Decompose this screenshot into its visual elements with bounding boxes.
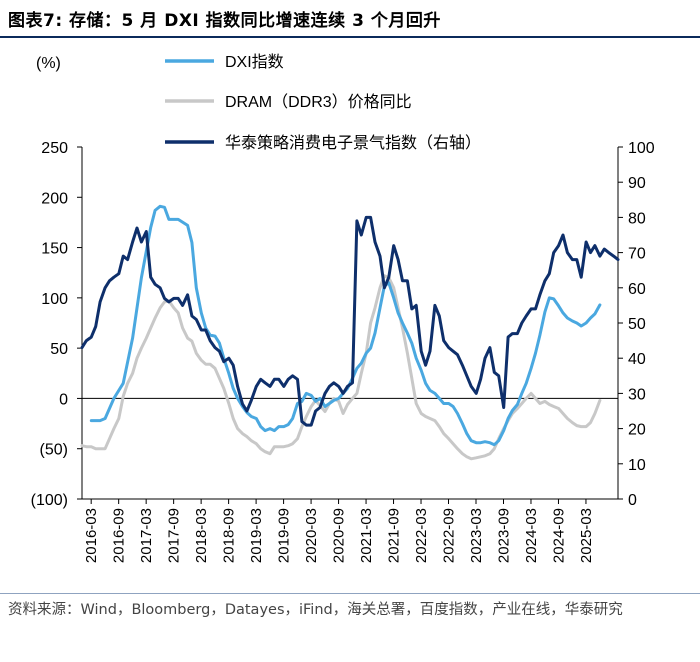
left-tick-label: 0	[59, 391, 68, 408]
x-tick-label: 2022-03	[413, 508, 430, 563]
left-tick-label: 200	[41, 190, 68, 207]
left-tick-label: 150	[41, 241, 68, 258]
right-tick-label: 60	[628, 281, 646, 298]
x-tick-label: 2024-03	[523, 508, 540, 563]
right-tick-label: 90	[628, 175, 646, 192]
series-layer	[80, 204, 620, 461]
x-tick-label: 2016-09	[111, 508, 128, 563]
left-tick-label: (50)	[40, 442, 68, 459]
left-axis-unit: (%)	[36, 55, 61, 72]
legend-label-2: 华泰策略消费电子景气指数（右轴）	[225, 134, 481, 152]
right-tick-label: 30	[628, 386, 646, 403]
title-divider	[0, 36, 700, 38]
right-tick-label: 80	[628, 210, 646, 227]
right-tick-label: 0	[628, 492, 637, 509]
x-tick-label: 2020-03	[303, 508, 320, 563]
x-tick-label: 2022-09	[441, 508, 458, 563]
right-tick-label: 70	[628, 246, 646, 263]
right-tick-label: 40	[628, 351, 646, 368]
left-tick-label: 250	[41, 140, 68, 157]
legend-label-1: DRAM（DDR3）价格同比	[225, 93, 412, 111]
right-tick-label: 50	[628, 316, 646, 333]
legend-label-0: DXI指数	[225, 53, 284, 71]
series-line-2	[80, 215, 620, 427]
series-line-1	[80, 274, 602, 461]
x-tick-label: 2023-09	[495, 508, 512, 563]
x-tick-label: 2016-03	[83, 508, 100, 563]
right-tick-label: 10	[628, 457, 646, 474]
x-tick-label: 2018-09	[221, 508, 238, 563]
source-note: 资料来源：Wind，Bloomberg，Datayes，iFind，海关总署，百…	[8, 602, 623, 618]
x-tick-label: 2020-09	[331, 508, 348, 563]
footer-divider	[0, 593, 700, 594]
x-tick-label: 2024-09	[550, 508, 567, 563]
x-tick-label: 2017-09	[166, 508, 183, 563]
right-tick-label: 100	[628, 140, 655, 157]
right-tick-label: 20	[628, 422, 646, 439]
x-tick-label: 2019-03	[248, 508, 265, 563]
x-tick-label: 2019-09	[276, 508, 293, 563]
x-tick-label: 2018-03	[193, 508, 210, 563]
page-title: 图表7: 存储：5 月 DXI 指数同比增速连续 3 个月回升	[8, 11, 441, 31]
left-tick-label: 50	[50, 341, 68, 358]
chart-axes: 250200150100500(50)(100)1009080706050403…	[31, 55, 655, 563]
x-tick-label: 2017-03	[138, 508, 155, 563]
chart: 250200150100500(50)(100)1009080706050403…	[31, 53, 655, 563]
x-tick-label: 2025-03	[578, 508, 595, 563]
x-tick-label: 2021-03	[358, 508, 375, 563]
x-tick-label: 2021-09	[386, 508, 403, 563]
left-tick-label: (100)	[31, 492, 68, 509]
x-tick-label: 2023-03	[468, 508, 485, 563]
left-tick-label: 100	[41, 291, 68, 308]
